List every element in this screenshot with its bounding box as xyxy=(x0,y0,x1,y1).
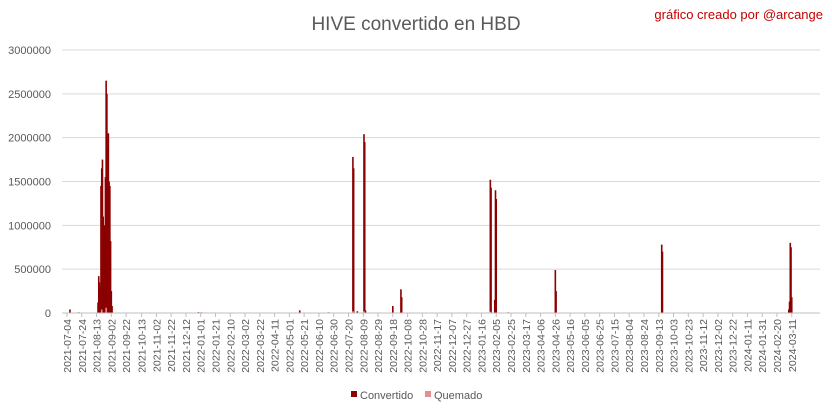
bar-quemado xyxy=(352,311,354,313)
x-tick-label: 2021-07-04 xyxy=(62,319,74,373)
x-axis-ticks: 2021-07-04 2021-07-24 2021-08-13 2021-09-02… xyxy=(62,313,799,373)
x-tick-label: 2022-08-09 xyxy=(358,319,370,373)
x-tick-label: 2022-07-20 xyxy=(343,319,355,373)
x-tick-label: 2024-03-11 xyxy=(787,319,799,372)
x-tick-label: 2022-02-10 xyxy=(225,319,237,373)
x-tick-label: 2021-09-02 xyxy=(106,319,118,373)
x-tick-label: 2023-02-05 xyxy=(491,319,503,373)
x-tick-label: 2023-03-17 xyxy=(521,319,533,373)
x-tick-label: 2023-08-24 xyxy=(639,319,651,373)
chart-credit: gráfico creado por @arcange xyxy=(654,7,823,22)
x-tick-label: 2022-06-30 xyxy=(329,319,341,373)
x-tick-label: 2022-04-11 xyxy=(270,319,282,372)
x-tick-label: 2023-10-23 xyxy=(683,319,695,373)
bar-convertido xyxy=(111,305,113,313)
x-tick-label: 2022-12-27 xyxy=(462,319,474,373)
x-tick-label: 2022-01-21 xyxy=(210,319,222,373)
x-tick-label: 2024-02-20 xyxy=(772,319,784,373)
x-tick-label: 2022-01-01 xyxy=(196,319,208,373)
bar-quemado xyxy=(105,307,107,313)
x-tick-label: 2022-08-29 xyxy=(373,319,385,373)
bar-quemado xyxy=(100,309,103,313)
x-tick-label: 2023-05-16 xyxy=(565,319,577,373)
bar-quemado xyxy=(363,311,365,313)
x-tick-label: 2024-01-31 xyxy=(757,319,769,373)
bar-convertido xyxy=(356,311,359,313)
x-tick-label: 2022-06-10 xyxy=(314,319,326,373)
x-tick-label: 2022-05-21 xyxy=(299,319,311,373)
x-tick-label: 2023-12-02 xyxy=(713,319,725,373)
x-tick-label: 2022-10-08 xyxy=(403,319,415,373)
y-tick-label: 1500000 xyxy=(8,177,51,189)
x-tick-label: 2022-03-22 xyxy=(255,319,267,373)
data-bars xyxy=(69,80,793,313)
bar-convertido xyxy=(400,297,403,313)
x-tick-label: 2023-12-22 xyxy=(728,319,740,373)
x-tick-label: 2022-10-28 xyxy=(417,319,429,373)
y-tick-label: 0 xyxy=(45,308,51,320)
legend-swatch-convertido xyxy=(351,391,357,397)
bar-convertido xyxy=(110,291,113,313)
y-tick-label: 500000 xyxy=(14,264,51,276)
legend-label-quemado: Quemado xyxy=(434,390,482,402)
bar-convertido xyxy=(392,305,394,313)
bar-convertido xyxy=(352,168,355,313)
x-tick-label: 2023-10-03 xyxy=(669,319,681,373)
bar-convertido xyxy=(490,187,492,313)
bar-convertido xyxy=(298,310,301,313)
bar-quemado xyxy=(489,311,492,313)
bar-convertido xyxy=(109,241,112,313)
x-tick-label: 2023-11-12 xyxy=(698,319,710,372)
y-axis-ticks: 0 500000 1000000 1500000 2000000 2500000 30000… xyxy=(8,45,51,320)
bar-convertido xyxy=(661,251,664,313)
x-tick-label: 2023-09-13 xyxy=(654,319,666,373)
chart-title: HIVE convertido en HBD xyxy=(311,14,520,35)
x-tick-label: 2024-01-11 xyxy=(742,319,754,372)
legend: Convertido Quemado xyxy=(351,390,482,402)
x-tick-label: 2023-02-25 xyxy=(506,319,518,373)
x-tick-label: 2023-07-15 xyxy=(609,319,621,373)
x-tick-label: 2023-01-16 xyxy=(476,319,488,373)
bar-convertido xyxy=(69,309,71,313)
y-tick-label: 2000000 xyxy=(8,133,51,145)
bar-convertido xyxy=(363,142,366,313)
legend-swatch-quemado xyxy=(425,391,431,397)
y-tick-label: 1000000 xyxy=(8,220,51,232)
x-tick-label: 2023-06-05 xyxy=(580,319,592,373)
x-tick-label: 2022-11-17 xyxy=(432,319,444,372)
x-tick-label: 2023-04-06 xyxy=(536,319,548,373)
y-tick-label: 2500000 xyxy=(8,89,51,101)
x-tick-label: 2022-09-18 xyxy=(388,319,400,373)
y-tick-label: 3000000 xyxy=(8,45,51,57)
x-tick-label: 2022-12-07 xyxy=(447,319,459,373)
x-tick-label: 2023-04-26 xyxy=(550,319,562,373)
x-tick-label: 2021-11-22 xyxy=(166,319,178,372)
legend-label-convertido: Convertido xyxy=(360,390,413,402)
x-tick-label: 2021-10-13 xyxy=(137,319,149,373)
bar-convertido xyxy=(790,247,792,313)
x-tick-label: 2021-09-22 xyxy=(121,319,133,373)
x-tick-label: 2021-08-13 xyxy=(92,319,104,373)
bar-convertido xyxy=(790,297,793,313)
y-gridlines xyxy=(62,49,820,270)
x-tick-label: 2021-07-24 xyxy=(77,319,89,373)
bar-convertido xyxy=(364,310,367,313)
bar-convertido xyxy=(495,199,498,313)
x-tick-label: 2022-03-02 xyxy=(240,319,252,373)
bar-convertido xyxy=(555,291,557,313)
x-tick-label: 2023-06-25 xyxy=(595,319,607,373)
x-tick-label: 2023-08-04 xyxy=(624,319,636,373)
x-tick-label: 2021-11-02 xyxy=(151,319,163,372)
x-tick-label: 2022-05-01 xyxy=(284,319,296,373)
x-tick-label: 2021-12-12 xyxy=(181,319,193,373)
